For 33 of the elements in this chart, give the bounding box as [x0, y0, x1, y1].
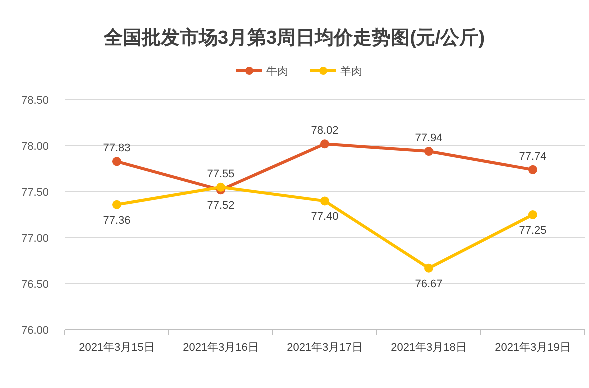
- point: [320, 140, 330, 149]
- data-label: 76.67: [415, 278, 443, 290]
- y-tick-label: 77.50: [21, 187, 49, 199]
- point: [216, 182, 226, 192]
- y-tick-label: 78.00: [21, 141, 49, 153]
- y-tick-label: 78.50: [21, 95, 49, 107]
- x-tick-label: 2021年3月15日: [79, 342, 155, 354]
- x-tick-label: 2021年3月18日: [391, 342, 467, 354]
- point: [528, 210, 538, 220]
- data-label: 77.94: [415, 132, 443, 145]
- y-tick-label: 76.00: [21, 325, 49, 337]
- point: [320, 196, 330, 206]
- legend-label: 牛肉: [266, 65, 288, 78]
- data-label: 77.55: [207, 168, 235, 180]
- data-label: 77.74: [519, 150, 547, 163]
- data-label: 77.25: [519, 225, 547, 237]
- data-label: 77.83: [103, 142, 131, 155]
- x-tick-label: 2021年3月16日: [183, 342, 259, 354]
- x-tick-label: 2021年3月17日: [287, 342, 363, 354]
- data-label: 78.02: [311, 125, 339, 138]
- chart-title: 全国批发市场3月第3周日均价走势图(元/公斤): [102, 27, 486, 49]
- y-tick-label: 76.50: [21, 279, 49, 291]
- data-label: 77.52: [207, 200, 235, 212]
- y-tick-label: 77.00: [21, 233, 49, 245]
- legend-label: 羊肉: [340, 66, 362, 78]
- point: [424, 264, 434, 273]
- point: [424, 147, 434, 156]
- data-label: 77.40: [311, 211, 339, 224]
- point: [112, 157, 122, 166]
- data-label: 77.36: [103, 214, 131, 227]
- point: [528, 165, 538, 174]
- x-tick-label: 2021年3月19日: [495, 342, 571, 354]
- point: [112, 200, 122, 210]
